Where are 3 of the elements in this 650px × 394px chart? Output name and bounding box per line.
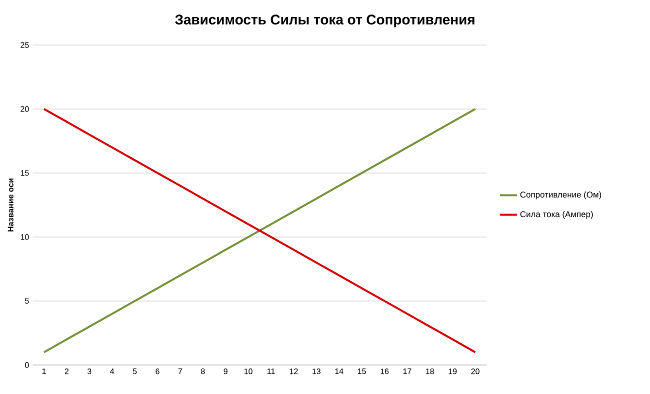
legend-label: Сила тока (Ампер) bbox=[520, 210, 593, 219]
legend-label: Сопротивление (Ом) bbox=[520, 191, 602, 200]
chart-title: Зависимость Силы тока от Сопротивления bbox=[175, 14, 474, 28]
